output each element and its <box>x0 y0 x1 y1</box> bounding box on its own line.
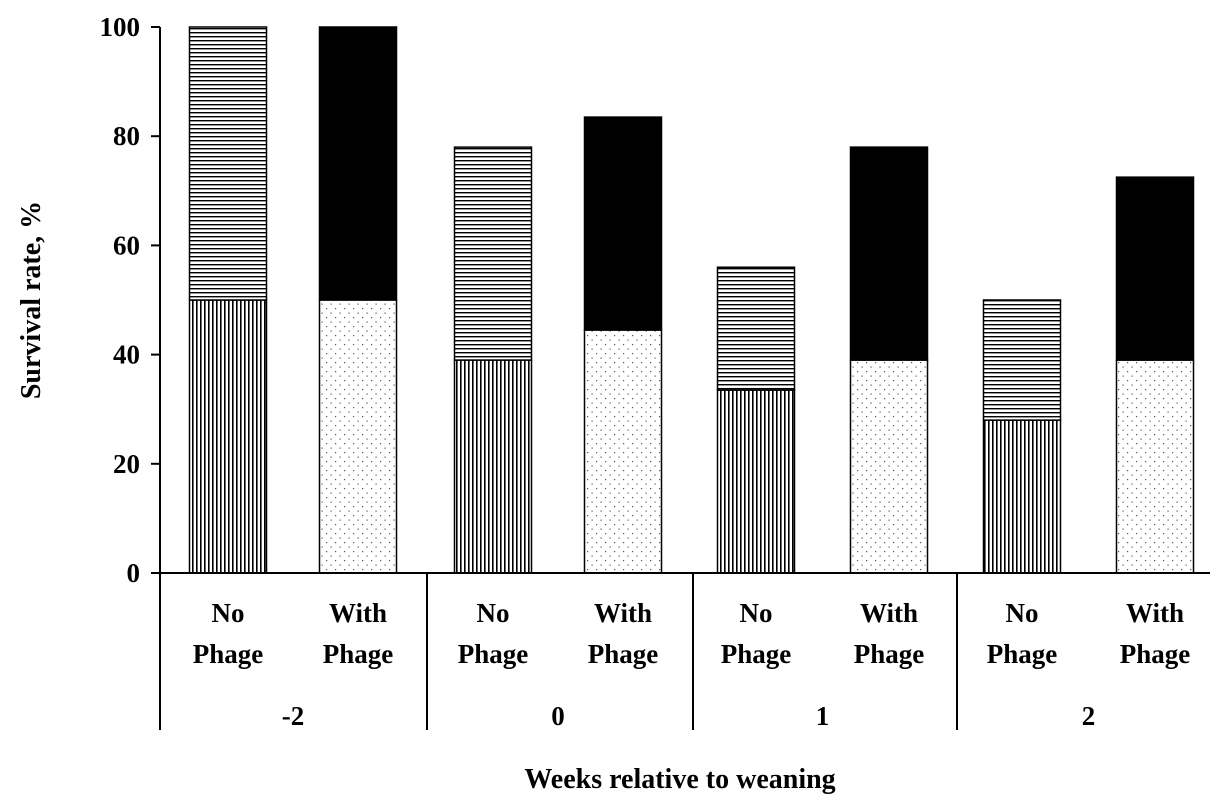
category-label-line1: With <box>594 598 652 628</box>
bar-lower-g2-b0 <box>716 389 796 574</box>
bar-upper-g2-b1 <box>849 146 929 361</box>
x-axis-title: Weeks relative to weaning <box>524 764 835 795</box>
bar-lower-g1-b1 <box>583 329 663 574</box>
y-tick-label: 20 <box>113 449 140 479</box>
category-label-line1: No <box>477 598 510 628</box>
y-tick-label: 80 <box>113 121 140 151</box>
category-label-line2: Phage <box>458 639 529 669</box>
bar-upper-g2-b0 <box>716 266 796 391</box>
group-label: 2 <box>1082 701 1096 731</box>
category-label-line2: Phage <box>1120 639 1191 669</box>
category-label-line2: Phage <box>193 639 264 669</box>
bar-upper-g3-b1 <box>1115 176 1195 361</box>
group-label: 1 <box>816 701 830 731</box>
bar-lower-g2-b1 <box>849 359 929 574</box>
bar-upper-g0-b0 <box>188 26 268 301</box>
labels: No Phage With Phage -2 No Phage With Phage 0 No Pha… <box>100 12 1191 731</box>
category-label-line2: Phage <box>987 639 1058 669</box>
category-label-line2: Phage <box>721 639 792 669</box>
category-label-line1: With <box>860 598 918 628</box>
y-tick-label: 100 <box>100 12 141 42</box>
bar-upper-g1-b0 <box>453 146 533 361</box>
category-label-line1: With <box>1126 598 1184 628</box>
category-label-line2: Phage <box>854 639 925 669</box>
category-label-line1: With <box>329 598 387 628</box>
category-label-line1: No <box>740 598 773 628</box>
bar-lower-g0-b0 <box>188 299 268 574</box>
bar-upper-g3-b0 <box>982 299 1062 421</box>
y-tick-label: 0 <box>127 558 141 588</box>
bar-upper-g1-b1 <box>583 116 663 331</box>
bar-upper-g0-b1 <box>318 26 398 301</box>
bar-lower-g1-b0 <box>453 359 533 574</box>
bar-lower-g0-b1 <box>318 299 398 574</box>
category-label-line2: Phage <box>588 639 659 669</box>
group-label: -2 <box>282 701 305 731</box>
axes <box>151 26 1210 730</box>
category-label-line1: No <box>212 598 245 628</box>
group-label: 0 <box>551 701 565 731</box>
bar-lower-g3-b1 <box>1115 359 1195 574</box>
bar-lower-g3-b0 <box>982 419 1062 574</box>
y-tick-label: 60 <box>113 230 140 260</box>
y-tick-label: 40 <box>113 340 140 370</box>
y-axis-title: Survival rate, % <box>16 201 47 399</box>
bars <box>188 26 1195 574</box>
category-label-line1: No <box>1006 598 1039 628</box>
category-label-line2: Phage <box>323 639 394 669</box>
